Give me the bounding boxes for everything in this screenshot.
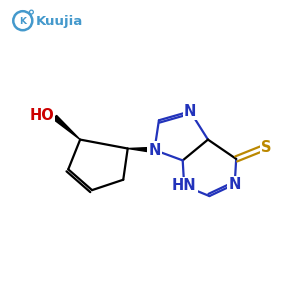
- Text: N: N: [148, 142, 160, 158]
- Text: S: S: [261, 140, 271, 154]
- Polygon shape: [128, 147, 154, 153]
- Text: Kuujia: Kuujia: [36, 15, 83, 28]
- Text: K: K: [19, 17, 26, 26]
- Text: HO: HO: [29, 108, 54, 123]
- Polygon shape: [53, 116, 80, 140]
- Text: HN: HN: [172, 178, 196, 193]
- Text: N: N: [229, 177, 241, 192]
- Text: N: N: [184, 104, 196, 119]
